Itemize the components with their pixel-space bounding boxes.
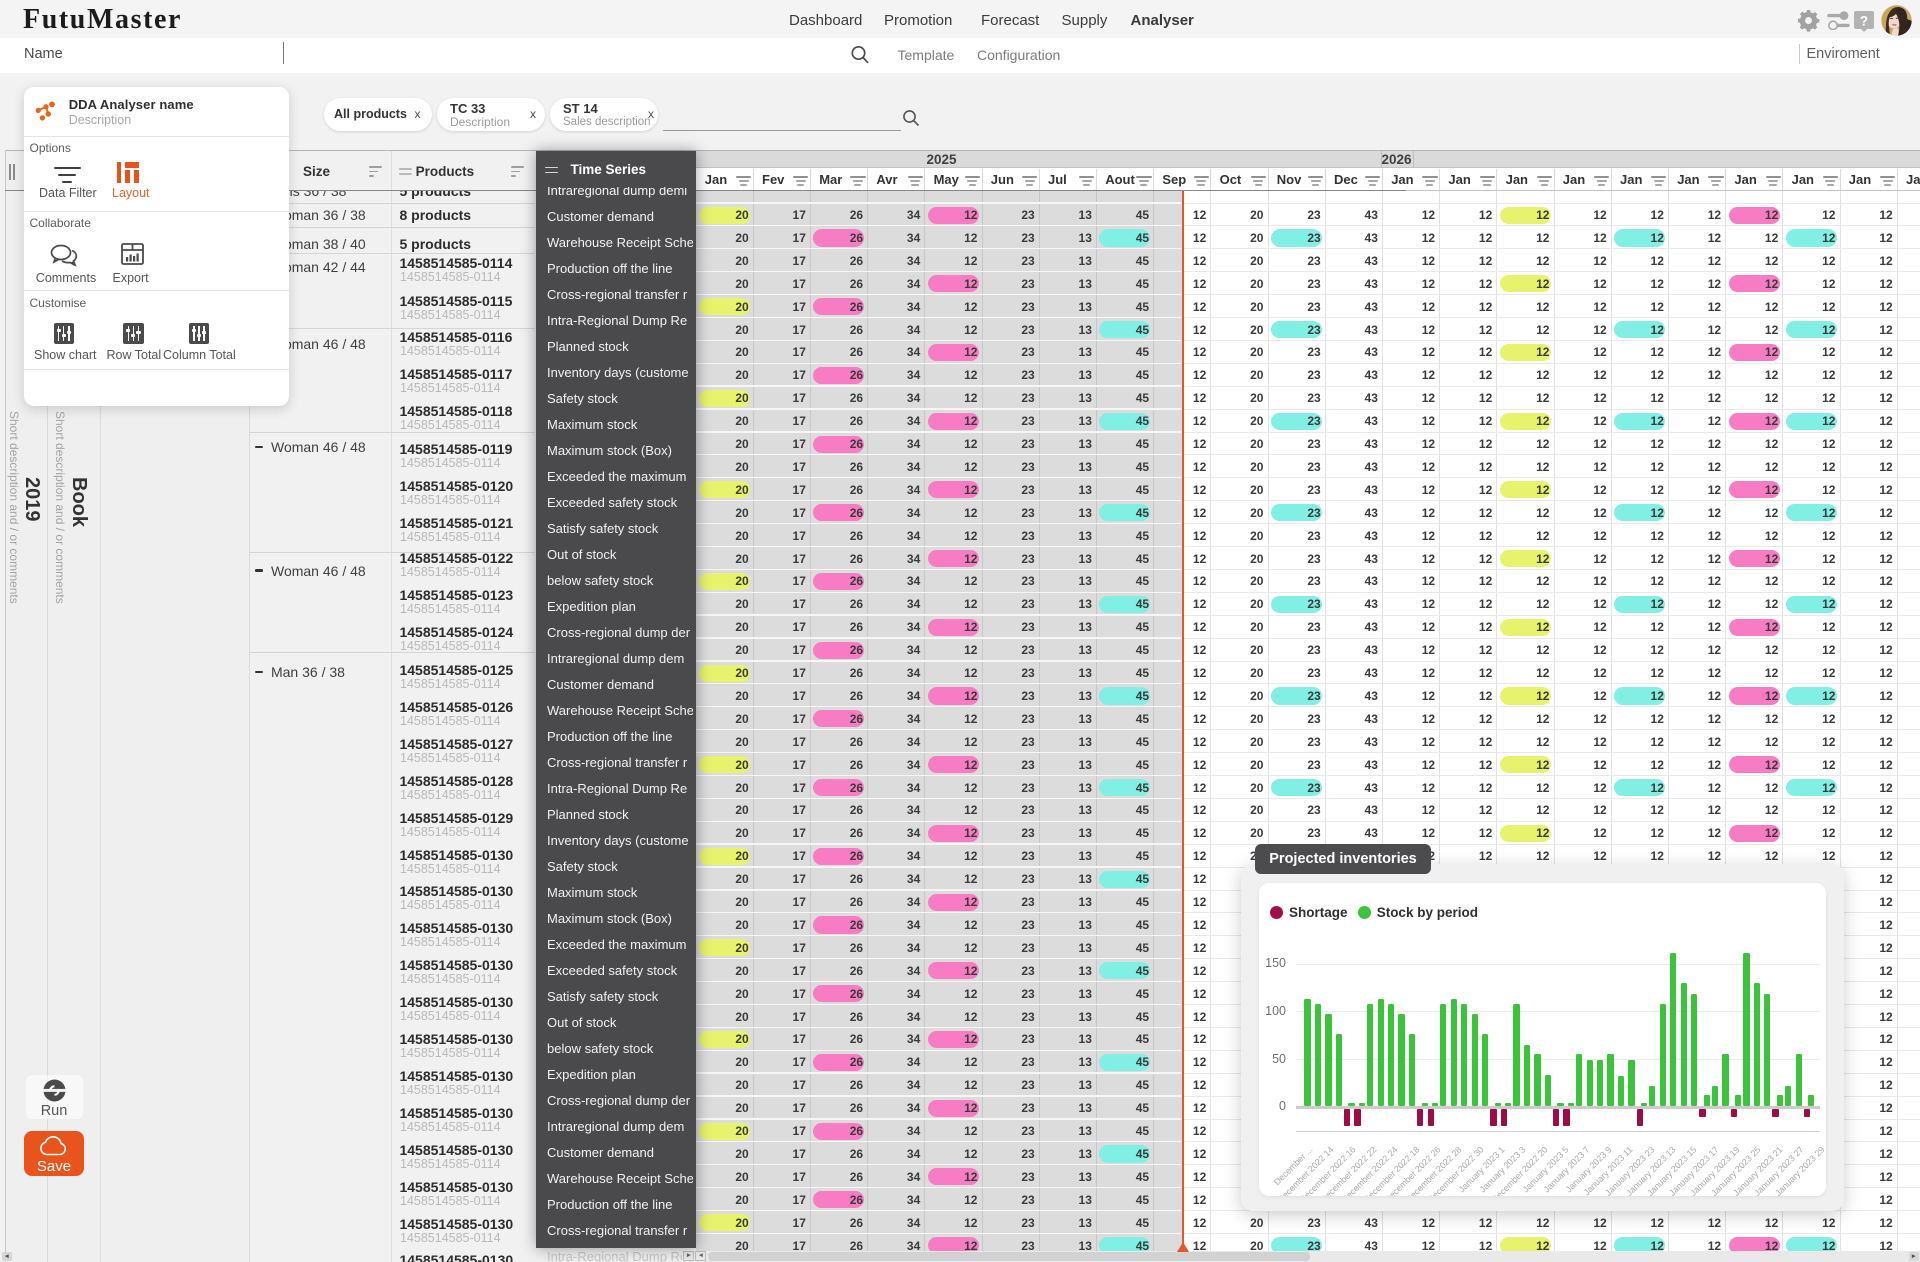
svg-text:?: ? (1860, 14, 1868, 29)
